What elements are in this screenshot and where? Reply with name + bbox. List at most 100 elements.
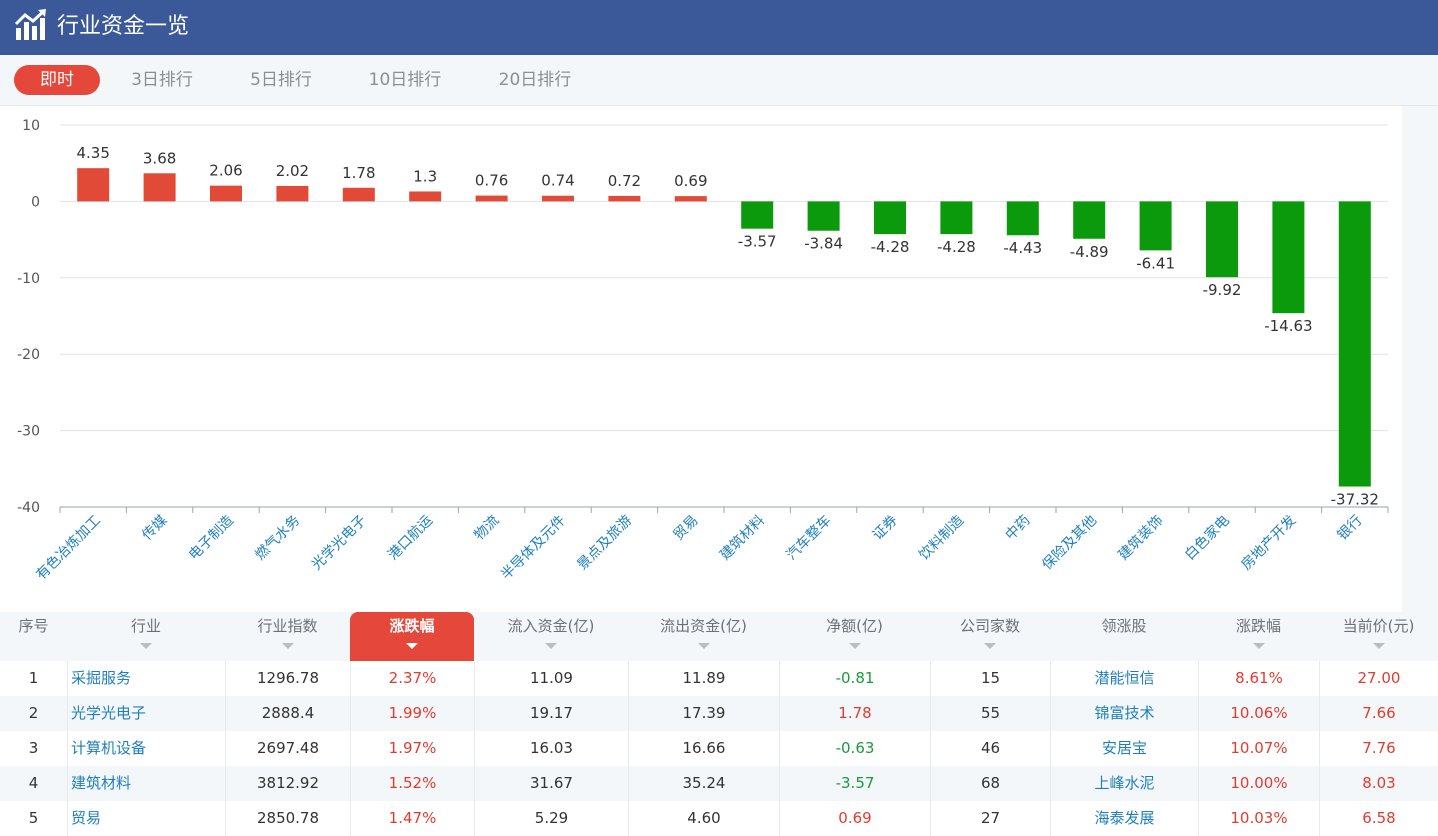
col-companies-label: 公司家数: [959, 617, 1020, 635]
col-rank-label: 序号: [18, 617, 49, 635]
cell-outflow: 11.89: [628, 661, 779, 696]
chart-trend-icon: [14, 9, 46, 40]
cell-companies: 68: [930, 766, 1050, 801]
data-label: -4.28: [937, 238, 976, 256]
bar-chart-svg: 10 0 -10 -20 -30 -40 4.35 有色冶炼加工 3.68 传媒 2.06 电子制造 2…: [17, 118, 1389, 584]
data-label: -4.89: [1070, 243, 1109, 261]
table-header: 序号 行业 行业指数 涨跌幅 流入资金(亿) 流出资金(亿) 净额(亿) 公司家…: [0, 612, 1438, 661]
bar-物流: [475, 195, 508, 202]
data-label: -9.92: [1203, 281, 1242, 299]
data-label: -4.28: [871, 238, 910, 256]
cell-industry-link[interactable]: 建筑材料: [67, 766, 225, 801]
col-leader-change-label: 涨跌幅: [1235, 617, 1281, 635]
cell-industry-link[interactable]: 计算机设备: [67, 731, 225, 766]
table-row[interactable]: 3 计算机设备 2697.48 1.97% 16.03 16.66 -0.63 …: [0, 731, 1438, 766]
cell-price: 27.00: [1319, 661, 1438, 696]
side-strip: [1402, 106, 1438, 614]
col-leader[interactable]: 领涨股: [1050, 612, 1198, 661]
table-row[interactable]: 5 贸易 2850.78 1.47% 5.29 4.60 0.69 27 海泰发…: [0, 801, 1438, 836]
cell-index: 3812.92: [225, 766, 350, 801]
cell-leader-change: 10.06%: [1198, 696, 1319, 731]
cell-industry-link[interactable]: 光学光电子: [67, 696, 225, 731]
col-leader-label: 领涨股: [1101, 617, 1147, 635]
col-industry[interactable]: 行业: [67, 612, 225, 661]
col-net[interactable]: 净额(亿): [779, 612, 930, 661]
bar-白色家电: [1206, 201, 1238, 278]
table-row[interactable]: 1 采掘服务 1296.78 2.37% 11.09 11.89 -0.81 1…: [0, 661, 1438, 696]
category-label: 银行: [1335, 513, 1366, 544]
category-label: 物流: [471, 513, 502, 544]
category-label: 传媒: [139, 513, 170, 544]
cell-industry-link[interactable]: 采掘服务: [67, 661, 225, 696]
sort-down-icon: [984, 643, 996, 649]
category-label: 港口航运: [385, 513, 436, 564]
cell-inflow: 31.67: [474, 766, 628, 801]
cell-industry-link[interactable]: 贸易: [67, 801, 225, 836]
bar-保险及其他: [1073, 201, 1106, 239]
tab-5day[interactable]: 5日排行: [250, 70, 312, 90]
cell-inflow: 5.29: [474, 801, 628, 836]
tab-3day[interactable]: 3日排行: [131, 70, 193, 90]
table-row[interactable]: 4 建筑材料 3812.92 1.52% 31.67 35.24 -3.57 6…: [0, 766, 1438, 801]
col-companies[interactable]: 公司家数: [930, 612, 1050, 661]
data-label: 2.02: [276, 162, 309, 180]
cell-rank: 3: [28, 739, 39, 757]
cell-change: 1.52%: [350, 766, 474, 801]
cell-outflow: 17.39: [628, 696, 779, 731]
category-label: 景点及旅游: [574, 513, 635, 574]
cell-leader-link[interactable]: 安居宝: [1050, 731, 1198, 766]
bar-光学光电子: [342, 187, 375, 202]
bar-房地产开发: [1272, 201, 1305, 314]
col-outflow[interactable]: 流出资金(亿): [628, 612, 779, 661]
fund-flow-chart: 10 0 -10 -20 -30 -40 4.35 有色冶炼加工 3.68 传媒 2.06 电子制造 2…: [0, 106, 1402, 614]
col-index[interactable]: 行业指数: [225, 612, 350, 661]
sort-down-icon: [545, 643, 557, 649]
cell-rank: 1: [28, 669, 39, 687]
cell-price: 7.66: [1319, 696, 1438, 731]
data-label: 1.3: [413, 167, 437, 185]
cell-net: -0.81: [779, 661, 930, 696]
cell-leader-change: 8.61%: [1198, 661, 1319, 696]
col-rank[interactable]: 序号: [0, 612, 67, 661]
col-leader-change[interactable]: 涨跌幅: [1198, 612, 1319, 661]
cell-companies: 15: [930, 661, 1050, 696]
tab-realtime[interactable]: 即时: [14, 65, 100, 95]
cell-leader-link[interactable]: 海泰发展: [1050, 801, 1198, 836]
cell-leader-change: 10.00%: [1198, 766, 1319, 801]
cell-outflow: 35.24: [628, 766, 779, 801]
data-label: 1.78: [342, 164, 375, 182]
bar-半导体及元件: [542, 195, 574, 202]
tab-20day[interactable]: 20日排行: [498, 70, 572, 90]
bar-燃气水务: [276, 185, 309, 202]
col-index-label: 行业指数: [257, 617, 318, 635]
data-label: -14.63: [1264, 317, 1312, 335]
y-tick-label: -30: [17, 424, 40, 440]
category-label: 中药: [1003, 513, 1034, 544]
category-label: 建筑材料: [717, 513, 768, 564]
cell-price: 6.58: [1319, 801, 1438, 836]
bar-中药: [1006, 201, 1039, 236]
bar-电子制造: [210, 185, 242, 202]
col-price[interactable]: 当前价(元): [1319, 612, 1438, 661]
data-label: -3.57: [738, 233, 777, 251]
category-label: 半导体及元件: [498, 513, 569, 584]
cell-companies: 46: [930, 731, 1050, 766]
category-label: 房地产开发: [1238, 513, 1299, 574]
cell-leader-link[interactable]: 上峰水泥: [1050, 766, 1198, 801]
sort-down-icon: [406, 643, 418, 649]
bar-建筑材料: [741, 201, 774, 229]
cell-inflow: 19.17: [474, 696, 628, 731]
y-tick-label: 10: [22, 118, 40, 134]
y-tick-label: -20: [17, 347, 40, 363]
col-inflow[interactable]: 流入资金(亿): [474, 612, 628, 661]
category-label: 有色冶炼加工: [33, 512, 104, 583]
cell-leader-link[interactable]: 锦富技术: [1050, 696, 1198, 731]
sort-down-icon: [281, 643, 294, 649]
col-change-sorted[interactable]: 涨跌幅: [350, 612, 474, 661]
page-title: 行业资金一览: [57, 14, 190, 39]
cell-leader-link[interactable]: 潜能恒信: [1050, 661, 1198, 696]
table-row[interactable]: 2 光学光电子 2888.4 1.99% 19.17 17.39 1.78 55…: [0, 696, 1438, 731]
tab-10day[interactable]: 10日排行: [368, 70, 442, 90]
bar-建筑装饰: [1139, 201, 1172, 251]
table-body: 1 采掘服务 1296.78 2.37% 11.09 11.89 -0.81 1…: [0, 661, 1438, 836]
